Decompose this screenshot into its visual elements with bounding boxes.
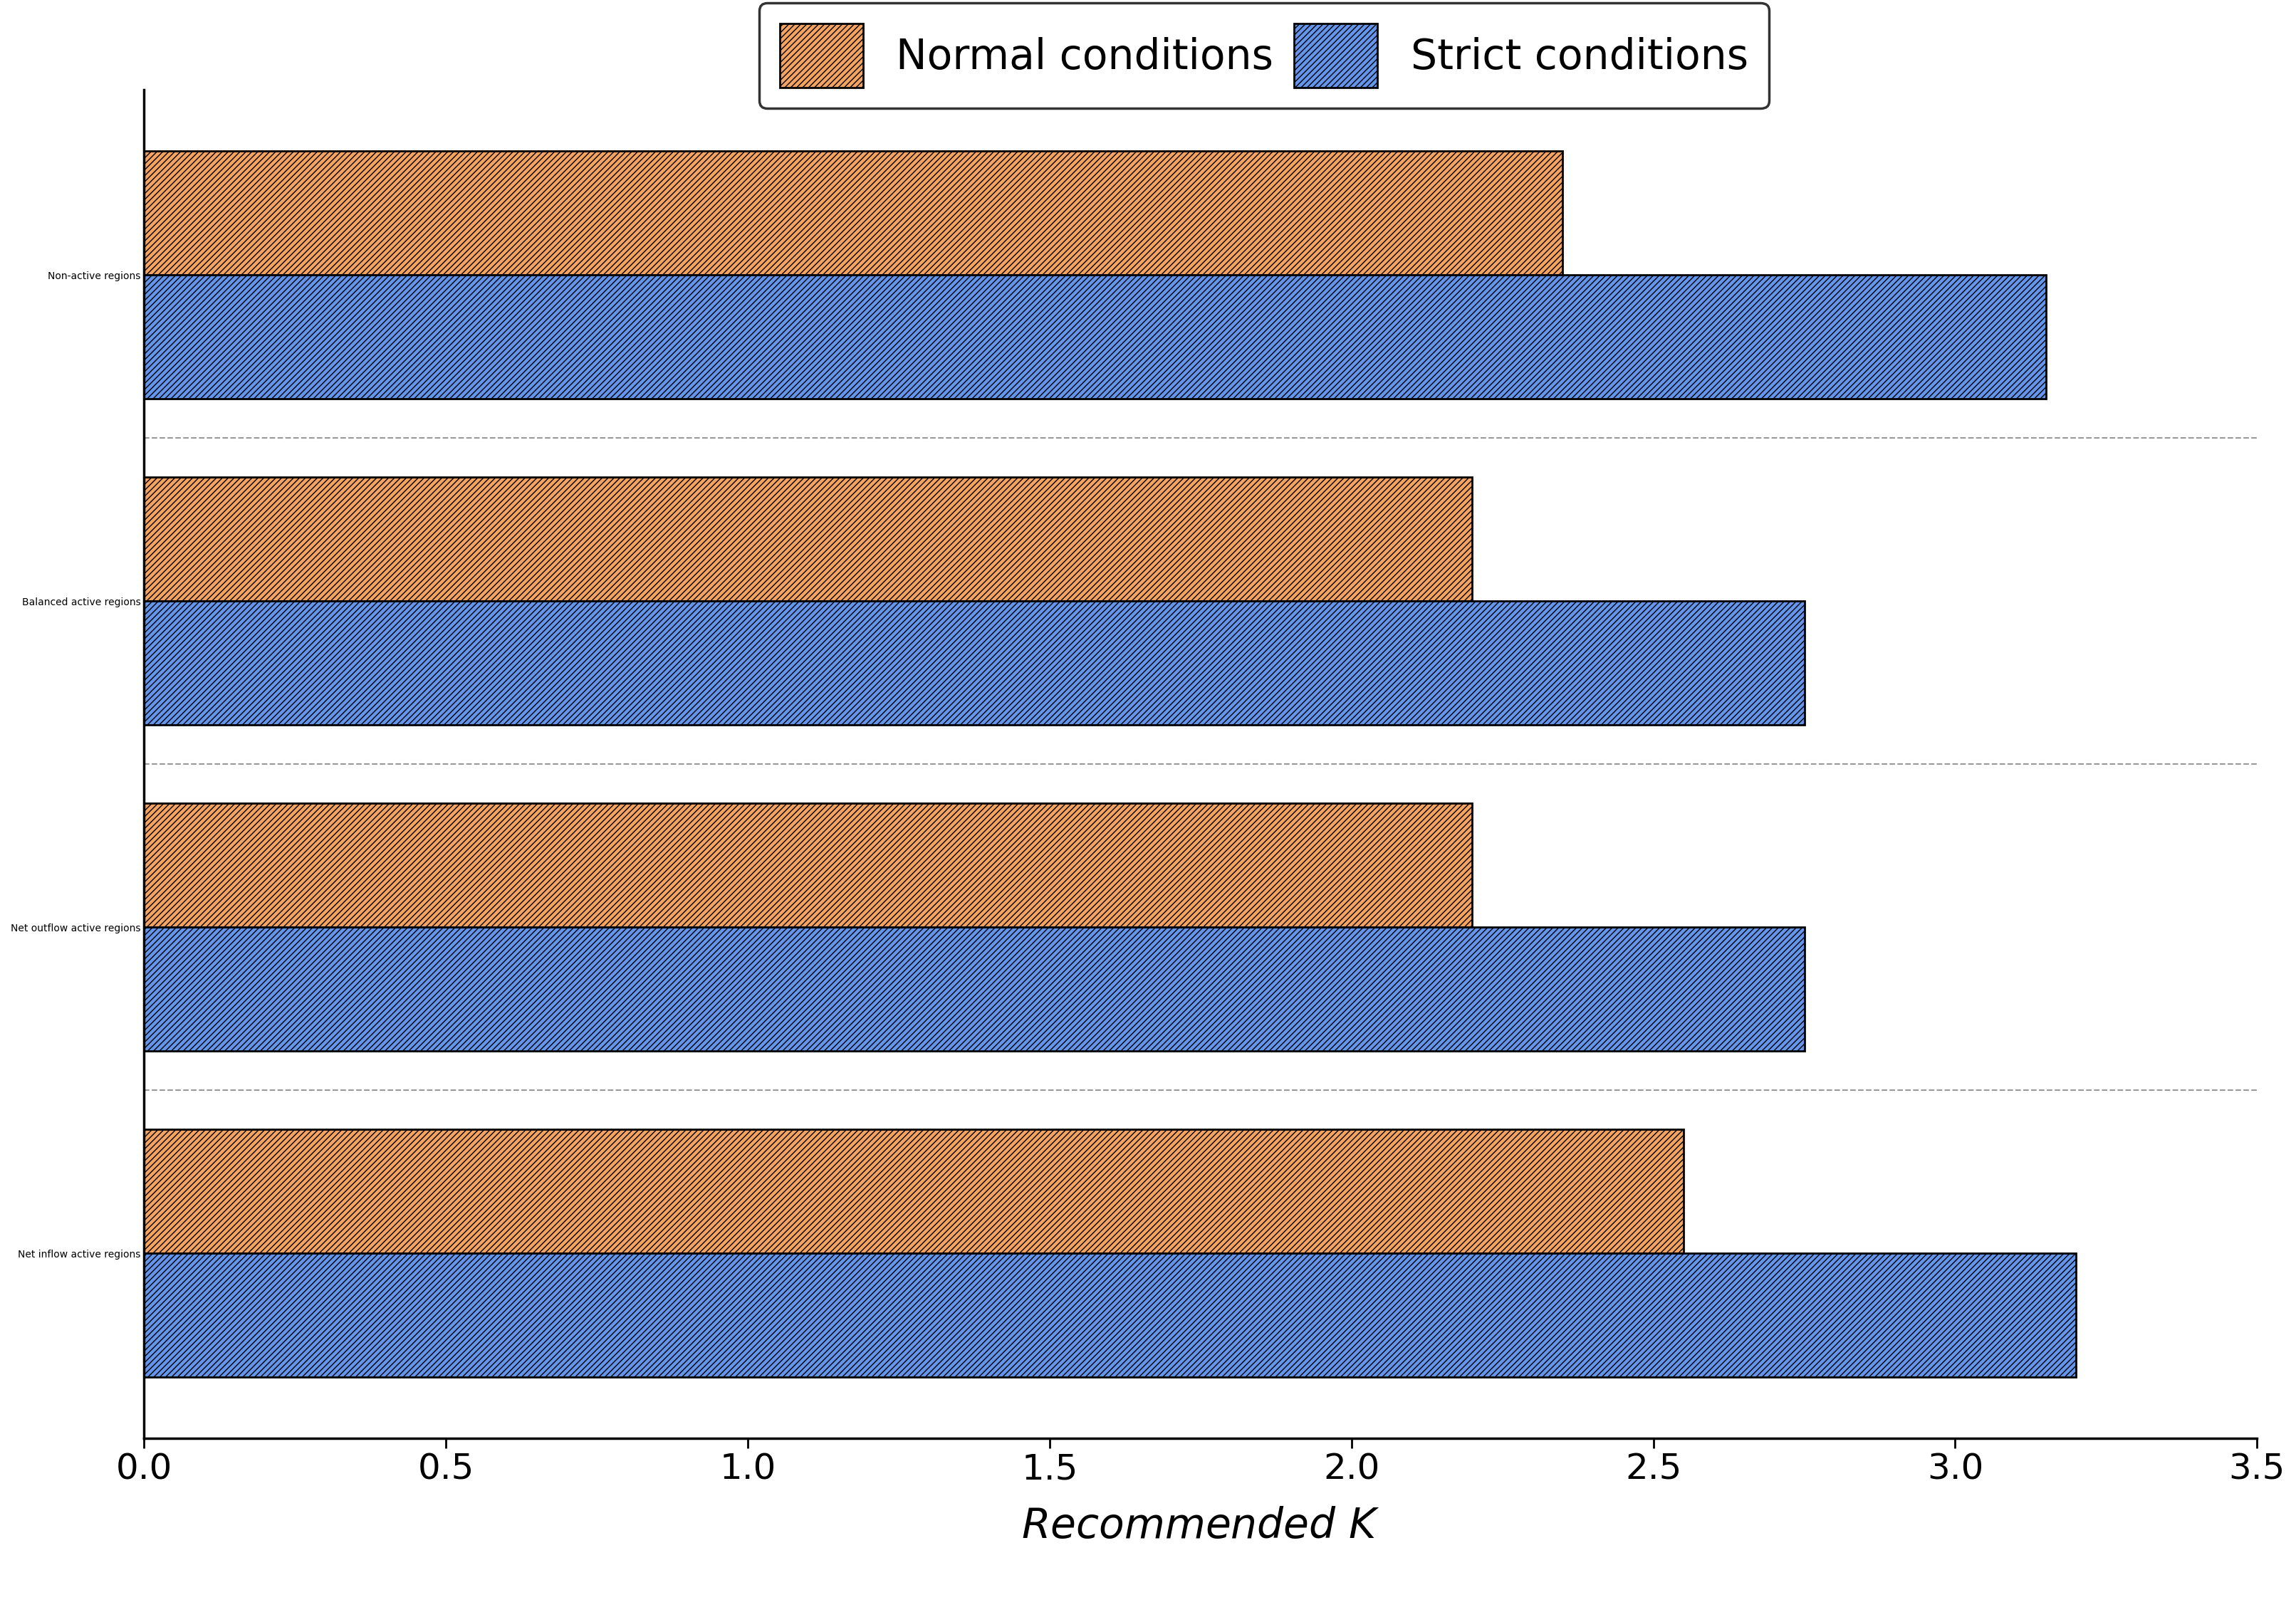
Bar <box>145 928 1805 1051</box>
Bar <box>145 602 1805 725</box>
Text: (g) $K$ of four active regions: (g) $K$ of four active regions <box>820 1620 1476 1622</box>
Bar <box>145 1129 1683 1254</box>
Bar <box>145 803 1472 928</box>
Bar <box>145 1254 2076 1377</box>
Bar <box>145 477 1472 602</box>
X-axis label: Recommended $K$: Recommended $K$ <box>1022 1505 1380 1546</box>
Bar <box>145 276 2046 399</box>
Legend: Normal conditions, Strict conditions: Normal conditions, Strict conditions <box>760 3 1768 109</box>
Bar <box>145 151 1564 276</box>
